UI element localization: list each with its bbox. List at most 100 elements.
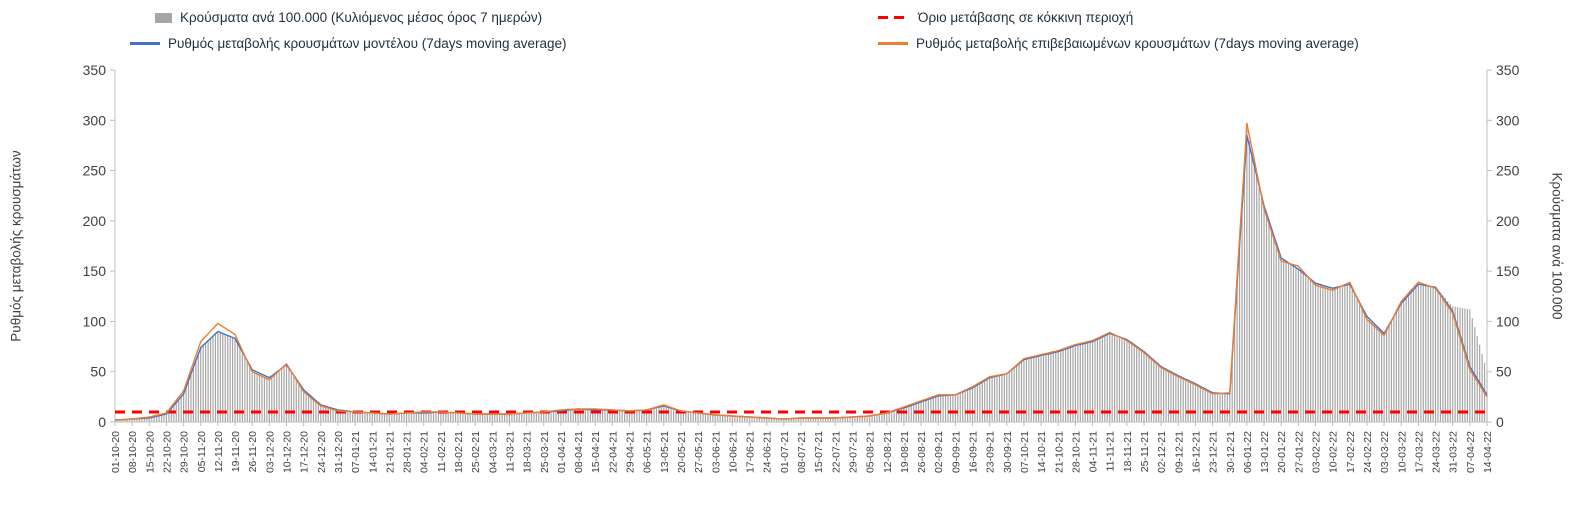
svg-text:150: 150 [1496,263,1520,279]
svg-text:17-06-21: 17-06-21 [745,431,757,473]
svg-text:50: 50 [90,364,106,380]
svg-text:04-02-21: 04-02-21 [419,431,431,473]
legend-label-cases-per-100k: Κρούσματα ανά 100.000 (Κυλιόμενος μέσος … [180,10,543,25]
svg-text:15-10-20: 15-10-20 [144,431,156,473]
svg-text:18-02-21: 18-02-21 [453,431,465,473]
svg-text:29-04-21: 29-04-21 [625,431,637,473]
svg-text:06-05-21: 06-05-21 [642,431,654,473]
svg-text:200: 200 [83,213,107,229]
svg-text:19-08-21: 19-08-21 [899,431,911,473]
legend-label-red-zone-threshold: Όριο μετάβασης σε κόκκινη περιοχή [918,10,1134,25]
svg-text:17-03-22: 17-03-22 [1413,431,1425,473]
svg-text:20-01-22: 20-01-22 [1276,431,1288,473]
svg-text:05-08-21: 05-08-21 [865,431,877,473]
svg-text:22-04-21: 22-04-21 [607,431,619,473]
svg-text:04-03-21: 04-03-21 [487,431,499,473]
svg-text:11-02-21: 11-02-21 [436,431,448,472]
svg-text:21-10-21: 21-10-21 [1053,431,1065,473]
legend-item-confirmed-rate: Ρυθμός μεταβολής επιβεβαιωμένων κρουσμάτ… [878,36,1359,51]
svg-text:19-11-20: 19-11-20 [230,431,242,472]
svg-text:300: 300 [1496,112,1520,128]
svg-text:250: 250 [1496,163,1520,179]
svg-text:350: 350 [83,62,107,78]
svg-text:12-08-21: 12-08-21 [882,431,894,473]
svg-text:31-03-22: 31-03-22 [1448,431,1460,473]
svg-text:24-06-21: 24-06-21 [762,431,774,473]
svg-text:24-03-22: 24-03-22 [1431,431,1443,473]
svg-text:10-02-22: 10-02-22 [1328,431,1340,473]
legend-label-confirmed-rate: Ρυθμός μεταβολής επιβεβαιωμένων κρουσμάτ… [916,36,1359,51]
line-swatch-icon [878,42,908,45]
svg-text:02-09-21: 02-09-21 [933,431,945,473]
svg-text:18-11-21: 18-11-21 [1122,431,1134,472]
svg-text:08-04-21: 08-04-21 [573,431,585,473]
svg-text:100: 100 [83,313,107,329]
svg-text:23-12-21: 23-12-21 [1208,431,1220,473]
svg-text:08-07-21: 08-07-21 [796,431,808,473]
svg-text:24-02-22: 24-02-22 [1362,431,1374,473]
svg-text:29-07-21: 29-07-21 [847,431,859,473]
svg-text:25-11-21: 25-11-21 [1139,431,1151,472]
svg-text:13-05-21: 13-05-21 [659,431,671,473]
svg-text:300: 300 [83,112,107,128]
svg-text:08-10-20: 08-10-20 [127,431,139,473]
svg-text:14-04-22: 14-04-22 [1482,431,1494,473]
svg-text:03-02-22: 03-02-22 [1311,431,1323,473]
svg-text:27-01-22: 27-01-22 [1293,431,1305,473]
svg-text:11-11-21: 11-11-21 [1105,431,1117,472]
svg-text:25-03-21: 25-03-21 [539,431,551,473]
svg-text:150: 150 [83,263,107,279]
svg-text:26-08-21: 26-08-21 [916,431,928,473]
svg-text:14-01-21: 14-01-21 [367,431,379,473]
legend-item-cases-per-100k: Κρούσματα ανά 100.000 (Κυλιόμενος μέσος … [155,10,542,25]
svg-text:0: 0 [98,414,106,430]
svg-text:26-11-20: 26-11-20 [247,431,259,472]
svg-text:17-12-20: 17-12-20 [299,431,311,473]
svg-text:50: 50 [1496,364,1512,380]
svg-text:28-10-21: 28-10-21 [1070,431,1082,473]
svg-text:200: 200 [1496,213,1520,229]
svg-text:13-01-22: 13-01-22 [1259,431,1271,473]
svg-text:01-07-21: 01-07-21 [779,431,791,473]
svg-text:30-09-21: 30-09-21 [1002,431,1014,473]
svg-text:22-10-20: 22-10-20 [161,431,173,473]
svg-text:09-09-21: 09-09-21 [950,431,962,473]
svg-text:07-04-22: 07-04-22 [1465,431,1477,473]
svg-text:02-12-21: 02-12-21 [1156,431,1168,473]
svg-text:12-11-20: 12-11-20 [213,431,225,472]
svg-text:350: 350 [1496,62,1520,78]
svg-text:10-03-22: 10-03-22 [1396,431,1408,473]
svg-text:10-12-20: 10-12-20 [282,431,294,473]
svg-text:30-12-21: 30-12-21 [1225,431,1237,473]
svg-text:16-12-21: 16-12-21 [1190,431,1202,473]
svg-text:16-09-21: 16-09-21 [968,431,980,473]
svg-text:22-07-21: 22-07-21 [830,431,842,473]
svg-text:27-05-21: 27-05-21 [693,431,705,473]
svg-text:29-10-20: 29-10-20 [179,431,191,473]
svg-text:31-12-20: 31-12-20 [333,431,345,473]
svg-text:11-03-21: 11-03-21 [504,431,516,472]
legend-item-model-rate: Ρυθμός μεταβολής κρουσμάτων μοντέλου (7d… [130,36,567,51]
svg-text:09-12-21: 09-12-21 [1173,431,1185,473]
svg-text:17-02-22: 17-02-22 [1345,431,1357,473]
svg-text:01-10-20: 01-10-20 [110,431,122,473]
dashed-line-swatch-icon [878,15,910,20]
svg-text:04-11-21: 04-11-21 [1088,431,1100,472]
svg-text:20-05-21: 20-05-21 [676,431,688,473]
svg-text:25-02-21: 25-02-21 [470,431,482,473]
svg-text:03-12-20: 03-12-20 [264,431,276,473]
svg-text:15-07-21: 15-07-21 [813,431,825,473]
svg-text:05-11-20: 05-11-20 [196,431,208,472]
svg-text:28-01-21: 28-01-21 [402,431,414,473]
svg-text:07-10-21: 07-10-21 [1019,431,1031,473]
svg-text:23-09-21: 23-09-21 [985,431,997,473]
bar-swatch-icon [155,12,172,23]
svg-text:18-03-21: 18-03-21 [522,431,534,473]
line-swatch-icon [130,42,160,45]
legend-item-red-zone-threshold: Όριο μετάβασης σε κόκκινη περιοχή [878,10,1133,25]
svg-text:24-12-20: 24-12-20 [316,431,328,473]
svg-text:250: 250 [83,163,107,179]
svg-text:15-04-21: 15-04-21 [590,431,602,473]
